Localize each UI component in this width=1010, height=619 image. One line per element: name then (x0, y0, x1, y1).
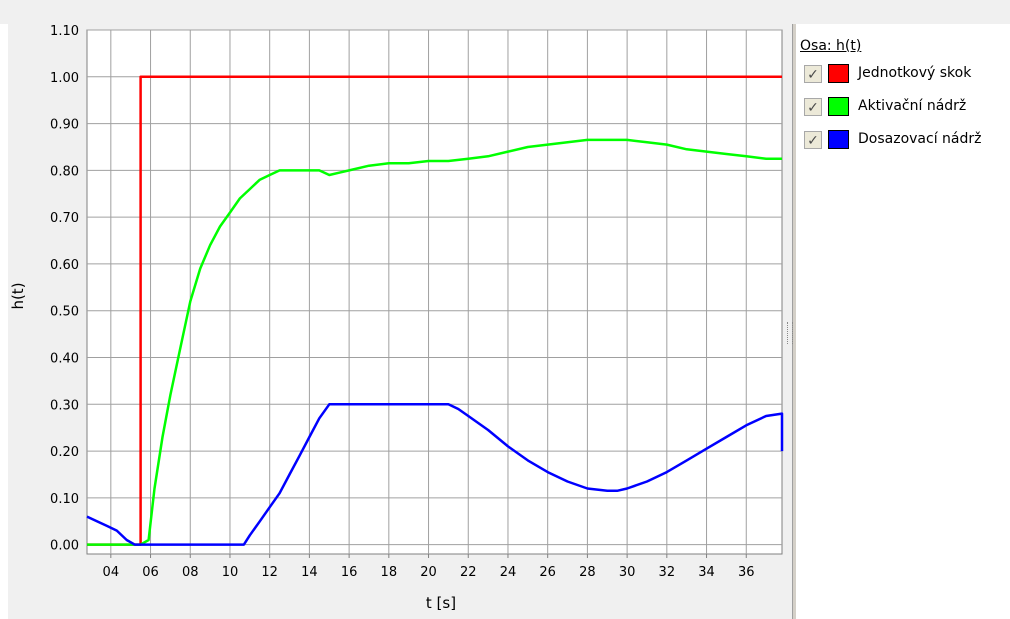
series-line-3 (86, 403, 784, 546)
checkmark-icon: ✓ (807, 132, 819, 148)
series-lines (86, 75, 784, 546)
y-axis-ticks: 0.00 0.10 0.20 0.30 0.40 0.50 0.60 0.70 0.80 0.90… (50, 24, 79, 554)
y-tick-label: 0.80 (50, 164, 79, 179)
y-tick-label: 0.50 (50, 305, 79, 320)
y-tick-label: 0.70 (50, 211, 79, 226)
series-line-2 (87, 138, 782, 546)
y-tick-label: 0.90 (50, 118, 79, 133)
x-tick-label: 12 (261, 565, 278, 580)
x-tick-label: 06 (142, 565, 159, 580)
x-tick-label: 14 (301, 565, 318, 580)
legend-item-label: Jednotkový skok (858, 65, 972, 81)
legend-panel: Osa: h(t) ✓ Jednotkový skok ✓ Aktivační … (796, 24, 1010, 619)
legend-color-swatch (828, 97, 849, 116)
y-tick-label: 0.00 (50, 539, 79, 554)
y-tick-label: 0.10 (50, 492, 79, 507)
x-tick-label: 34 (698, 565, 715, 580)
x-tick-label: 20 (420, 565, 437, 580)
x-tick-label: 36 (738, 565, 755, 580)
panel-splitter[interactable] (792, 24, 796, 619)
legend-title: Osa: h(t) (800, 38, 862, 54)
y-tick-label: 0.20 (50, 445, 79, 460)
x-tick-label: 26 (539, 565, 556, 580)
legend-checkbox[interactable]: ✓ (804, 131, 822, 149)
x-tick-label: 32 (659, 565, 676, 580)
y-tick-label: 1.00 (50, 71, 79, 86)
legend-checkbox[interactable]: ✓ (804, 65, 822, 83)
plot-frame: 0.00 0.10 0.20 0.30 0.40 0.50 0.60 0.70 0.80 0.90… (8, 24, 792, 619)
x-tick-label: 08 (182, 565, 199, 580)
splitter-grip-icon[interactable] (787, 322, 793, 344)
window-top-strip (0, 0, 1010, 24)
plot-area (86, 29, 783, 555)
x-tick-label: 28 (579, 565, 596, 580)
x-tick-label: 18 (381, 565, 398, 580)
y-tick-label: 1.10 (50, 24, 79, 39)
x-axis-ticks: 04 06 08 10 12 14 16 18 20 22 24 26 28 30 32 34 36 (103, 554, 755, 580)
checkmark-icon: ✓ (807, 99, 819, 115)
x-axis-title: t [s] (426, 594, 456, 612)
y-tick-label: 0.60 (50, 258, 79, 273)
legend-item-aktivacni-nadrz[interactable]: ✓ Aktivační nádrž (804, 96, 1010, 120)
legend-item-label: Aktivační nádrž (858, 98, 967, 114)
x-tick-label: 10 (222, 565, 239, 580)
legend-item-dosazovaci-nadrz[interactable]: ✓ Dosazovací nádrž (804, 129, 1010, 153)
legend-color-swatch (828, 130, 849, 149)
legend-color-swatch (828, 64, 849, 83)
legend-item-jednotkovy-skok[interactable]: ✓ Jednotkový skok (804, 63, 1010, 87)
x-tick-label: 30 (619, 565, 636, 580)
chart-svg[interactable]: 0.00 0.10 0.20 0.30 0.40 0.50 0.60 0.70 0.80 0.90… (8, 24, 792, 619)
x-tick-label: 24 (500, 565, 517, 580)
x-tick-label: 16 (341, 565, 358, 580)
legend-checkbox[interactable]: ✓ (804, 98, 822, 116)
legend-item-label: Dosazovací nádrž (858, 131, 982, 147)
x-tick-label: 04 (103, 565, 120, 580)
checkmark-icon: ✓ (807, 66, 819, 82)
y-axis-title: h(t) (9, 282, 27, 309)
y-tick-label: 0.40 (50, 352, 79, 367)
x-tick-label: 22 (460, 565, 477, 580)
y-tick-label: 0.30 (50, 398, 79, 413)
